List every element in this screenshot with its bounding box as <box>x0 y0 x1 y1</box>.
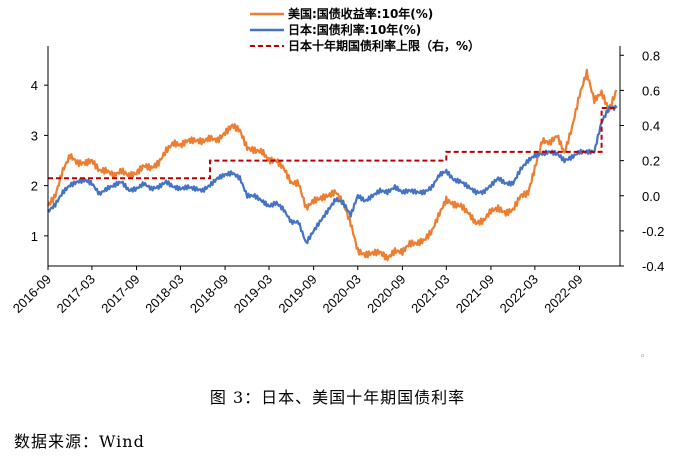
right-tick-label: 0.0 <box>642 189 660 204</box>
paragraph-mark: ◦ <box>640 352 646 362</box>
x-tick-label: 2022-09 <box>541 272 585 316</box>
left-tick-label: 2 <box>31 179 38 194</box>
series-line-rate-cap <box>48 107 617 180</box>
figure-caption: 图 3：日本、美国十年期国债利率 <box>209 388 466 407</box>
x-tick-label: 2016-09 <box>10 272 54 316</box>
series-line-us-10y <box>46 68 618 262</box>
right-tick-label: 0.2 <box>642 154 660 169</box>
series-line-japan-10y <box>47 104 618 245</box>
legend: 美国:国债收益率:10年(%)日本:国债利率:10年(%)日本十年期国债利率上限… <box>250 6 480 53</box>
left-tick-label: 3 <box>31 128 38 143</box>
x-tick-label: 2020-03 <box>320 272 364 316</box>
x-tick-label: 2021-09 <box>453 272 497 316</box>
x-tick-label: 2019-03 <box>231 272 275 316</box>
left-tick-label: 4 <box>31 78 38 93</box>
left-tick-label: 1 <box>31 229 38 244</box>
x-tick-label: 2017-03 <box>54 272 98 316</box>
legend-label: 美国:国债收益率:10年(%) <box>288 6 433 21</box>
series-layer <box>46 68 618 262</box>
right-tick-label: -0.4 <box>642 259 664 274</box>
right-tick-label: 0.4 <box>642 119 660 134</box>
legend-label: 日本:国债利率:10年(%) <box>288 22 421 37</box>
x-tick-label: 2017-09 <box>98 272 142 316</box>
right-tick-label: 0.6 <box>642 83 660 98</box>
x-tick-label: 2019-09 <box>275 272 319 316</box>
x-tick-label: 2022-03 <box>497 272 541 316</box>
x-tick-label: 2018-03 <box>142 272 186 316</box>
data-source-note: 数据来源：Wind <box>14 432 145 451</box>
x-tick-label: 2018-09 <box>187 272 231 316</box>
x-tick-label: 2021-03 <box>408 272 452 316</box>
x-tick-label: 2020-09 <box>364 272 408 316</box>
right-tick-label: -0.2 <box>642 224 664 239</box>
right-tick-label: 0.8 <box>642 48 660 63</box>
legend-label: 日本十年期国债利率上限（右，%） <box>288 38 480 53</box>
